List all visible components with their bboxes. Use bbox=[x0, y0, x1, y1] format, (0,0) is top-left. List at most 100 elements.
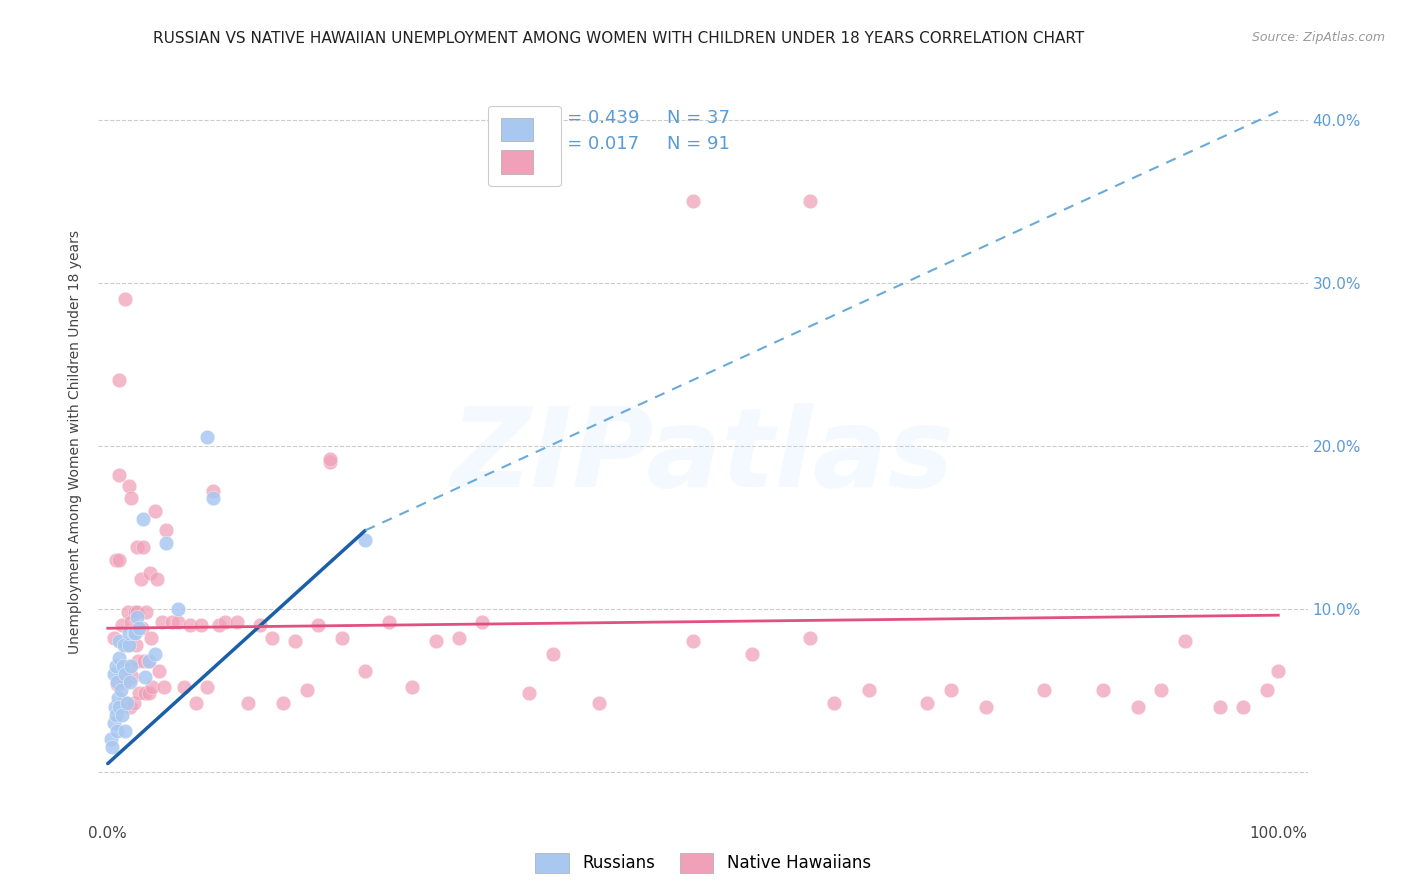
Point bbox=[167, 601, 190, 615]
Point bbox=[273, 696, 295, 710]
Point bbox=[471, 615, 494, 629]
Text: N = 37: N = 37 bbox=[666, 109, 730, 127]
Point bbox=[125, 638, 148, 652]
Point bbox=[238, 696, 260, 710]
Point bbox=[100, 732, 122, 747]
Point bbox=[118, 658, 141, 673]
Point bbox=[112, 638, 135, 652]
Point bbox=[858, 683, 880, 698]
Text: RUSSIAN VS NATIVE HAWAIIAN UNEMPLOYMENT AMONG WOMEN WITH CHILDREN UNDER 18 YEARS: RUSSIAN VS NATIVE HAWAIIAN UNEMPLOYMENT … bbox=[153, 31, 1084, 46]
Point bbox=[128, 686, 150, 700]
Point bbox=[131, 621, 153, 635]
Point bbox=[148, 664, 170, 678]
Point bbox=[319, 455, 342, 469]
Point bbox=[225, 615, 247, 629]
Point bbox=[155, 524, 177, 538]
Point bbox=[111, 670, 134, 684]
Point bbox=[588, 696, 610, 710]
Point bbox=[319, 451, 342, 466]
Point bbox=[179, 618, 201, 632]
Point bbox=[1091, 683, 1114, 698]
Point bbox=[1033, 683, 1056, 698]
Point bbox=[330, 631, 353, 645]
Point bbox=[377, 615, 399, 629]
Point bbox=[195, 680, 218, 694]
Point bbox=[202, 491, 225, 505]
Point bbox=[160, 615, 183, 629]
Point bbox=[107, 691, 129, 706]
Point bbox=[111, 618, 134, 632]
Text: ZIPatlas: ZIPatlas bbox=[451, 403, 955, 510]
Point bbox=[118, 675, 141, 690]
Point bbox=[122, 696, 145, 710]
Point bbox=[153, 680, 176, 694]
Point bbox=[139, 631, 162, 645]
Point bbox=[110, 683, 132, 698]
Point bbox=[118, 626, 141, 640]
Point bbox=[104, 699, 127, 714]
Point bbox=[118, 479, 141, 493]
Point bbox=[143, 648, 166, 662]
Point bbox=[117, 605, 139, 619]
Point bbox=[114, 292, 136, 306]
Point bbox=[121, 670, 143, 684]
Point bbox=[111, 658, 134, 673]
Point bbox=[112, 695, 135, 709]
Point bbox=[823, 696, 845, 710]
Point bbox=[127, 654, 149, 668]
Point bbox=[308, 618, 330, 632]
Point bbox=[129, 572, 152, 586]
Point bbox=[354, 533, 377, 548]
Point bbox=[136, 654, 159, 668]
Point bbox=[108, 373, 131, 387]
Point bbox=[1232, 699, 1254, 714]
Point bbox=[1150, 683, 1173, 698]
Point bbox=[138, 686, 160, 700]
Point bbox=[105, 675, 128, 690]
Point bbox=[143, 504, 166, 518]
Point bbox=[173, 680, 195, 694]
Point bbox=[104, 658, 127, 673]
Point bbox=[120, 491, 142, 505]
Point bbox=[150, 615, 173, 629]
Y-axis label: Unemployment Among Women with Children Under 18 years: Unemployment Among Women with Children U… bbox=[69, 229, 83, 654]
Point bbox=[115, 696, 138, 710]
Point bbox=[741, 648, 763, 662]
Point bbox=[132, 512, 155, 526]
Point bbox=[208, 618, 231, 632]
Text: Source: ZipAtlas.com: Source: ZipAtlas.com bbox=[1251, 31, 1385, 45]
Point bbox=[939, 683, 962, 698]
Point bbox=[114, 675, 136, 690]
Point bbox=[115, 638, 138, 652]
Legend: Russians, Native Hawaiians: Russians, Native Hawaiians bbox=[529, 847, 877, 880]
Point bbox=[167, 615, 190, 629]
Point bbox=[108, 699, 131, 714]
Point bbox=[120, 658, 142, 673]
Text: N = 91: N = 91 bbox=[666, 135, 730, 153]
Point bbox=[1256, 683, 1278, 698]
Point bbox=[139, 566, 162, 580]
Point bbox=[118, 638, 141, 652]
Point bbox=[122, 626, 145, 640]
Point bbox=[132, 654, 155, 668]
Point bbox=[103, 631, 125, 645]
Point bbox=[682, 634, 704, 648]
Point bbox=[104, 553, 127, 567]
Point bbox=[295, 683, 318, 698]
Point bbox=[799, 194, 821, 208]
Point bbox=[184, 696, 207, 710]
Point bbox=[915, 696, 938, 710]
Point bbox=[124, 605, 146, 619]
Legend: , : , bbox=[488, 105, 561, 186]
Point bbox=[114, 666, 136, 681]
Point bbox=[682, 194, 704, 208]
Point bbox=[974, 699, 997, 714]
Point bbox=[132, 540, 155, 554]
Point bbox=[425, 634, 447, 648]
Point bbox=[105, 676, 128, 690]
Point bbox=[111, 707, 134, 722]
Point bbox=[138, 654, 160, 668]
Point bbox=[103, 715, 125, 730]
Point bbox=[125, 605, 148, 619]
Point bbox=[141, 680, 163, 694]
